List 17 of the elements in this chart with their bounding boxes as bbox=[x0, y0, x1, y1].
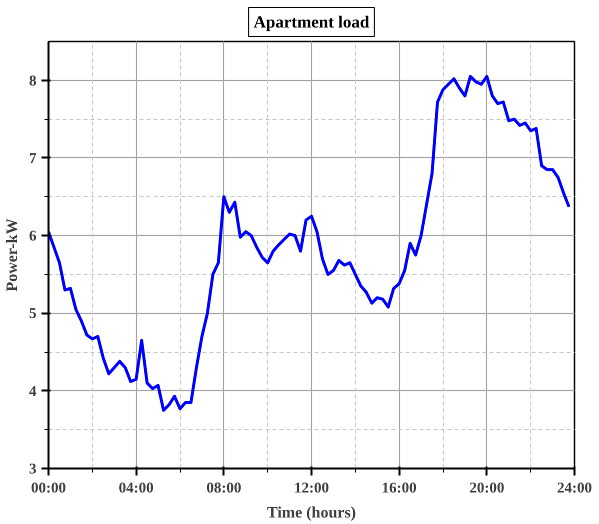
x-tick-label: 08:00 bbox=[206, 480, 242, 496]
x-tick-label: 16:00 bbox=[382, 480, 417, 496]
y-tick-label: 8 bbox=[29, 73, 36, 90]
x-tick-label: 12:00 bbox=[294, 480, 329, 496]
x-tick-label: 04:00 bbox=[118, 480, 154, 496]
x-axis-title: Time (hours) bbox=[266, 504, 356, 522]
x-tick-label: 24:00 bbox=[557, 480, 592, 496]
line-series bbox=[48, 74, 571, 412]
y-tick-label: 7 bbox=[29, 150, 37, 167]
y-axis-title: Power-kW bbox=[4, 218, 21, 292]
y-tick-label: 5 bbox=[29, 306, 36, 322]
chart-title: Apartment load bbox=[254, 12, 370, 32]
x-tick-label: 00:00 bbox=[31, 480, 66, 496]
x-tick-label: 20:00 bbox=[469, 480, 504, 496]
y-tick-label: 3 bbox=[29, 462, 36, 478]
y-tick-label: 4 bbox=[29, 384, 37, 400]
y-tick-label: 6 bbox=[29, 228, 37, 245]
